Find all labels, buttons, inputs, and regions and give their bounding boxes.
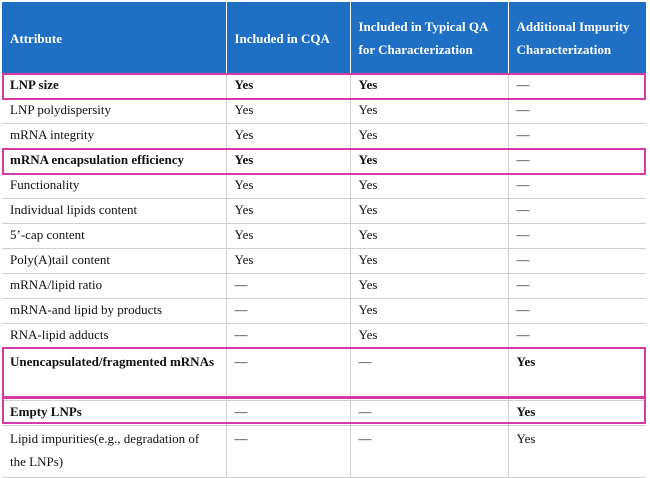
cell-cqa: Yes [226, 173, 351, 199]
cell-impurity: — [508, 298, 646, 324]
cell-impurity: — [508, 198, 646, 224]
header-attribute: Attribute [2, 2, 227, 74]
table-row: mRNA/lipid ratio — Yes — [2, 273, 646, 299]
cell-attribute: LNP size [2, 74, 227, 99]
header-impurity: Additional Impurity Characterization [508, 2, 646, 74]
cell-attribute: Lipid impurities(e.g., degradation of th… [2, 425, 227, 478]
header-cqa: Included in CQA [226, 2, 351, 74]
cell-cqa: — [226, 273, 351, 299]
cell-cqa: Yes [226, 198, 351, 224]
cell-cqa: Yes [226, 98, 351, 124]
cell-attribute: mRNA encapsulation efficiency [2, 148, 227, 174]
cell-qa: Yes [350, 323, 509, 349]
cell-qa: Yes [350, 223, 509, 249]
cell-qa: Yes [350, 173, 509, 199]
cell-attribute: Unencapsulated/fragmented mRNAs [2, 348, 227, 401]
table-row: Functionality Yes Yes — [2, 173, 646, 199]
cell-impurity: Yes [508, 400, 646, 426]
cell-impurity: — [508, 273, 646, 299]
cell-impurity: Yes [508, 348, 646, 401]
cell-cqa: — [226, 298, 351, 324]
cell-qa: — [350, 400, 509, 426]
cell-attribute: Individual lipids content [2, 198, 227, 224]
table-header-row: Attribute Included in CQA Included in Ty… [2, 2, 646, 74]
table-row: 5’-cap content Yes Yes — [2, 223, 646, 249]
cell-cqa: Yes [226, 248, 351, 274]
cell-impurity: — [508, 148, 646, 174]
table-row: mRNA integrity Yes Yes — [2, 123, 646, 149]
cell-cqa: Yes [226, 223, 351, 249]
table-row: LNP polydispersity Yes Yes — [2, 98, 646, 124]
cell-impurity: Yes [508, 425, 646, 478]
table-row: Empty LNPs — — Yes [2, 400, 646, 426]
cell-impurity: — [508, 74, 646, 99]
cell-qa: Yes [350, 74, 509, 99]
cell-qa: Yes [350, 123, 509, 149]
cell-attribute: mRNA integrity [2, 123, 227, 149]
cell-cqa: Yes [226, 148, 351, 174]
cell-impurity: — [508, 248, 646, 274]
cell-attribute: Empty LNPs [2, 400, 227, 426]
cell-qa: Yes [350, 98, 509, 124]
table-row: LNP size Yes Yes — [2, 74, 646, 99]
cell-impurity: — [508, 173, 646, 199]
cell-qa: Yes [350, 148, 509, 174]
table-row: Unencapsulated/fragmented mRNAs — — Yes [2, 348, 646, 401]
cell-impurity: — [508, 123, 646, 149]
cell-cqa: — [226, 323, 351, 349]
table-row: RNA-lipid adducts — Yes — [2, 323, 646, 349]
cell-attribute: Poly(A)tail content [2, 248, 227, 274]
cell-attribute: mRNA-and lipid by products [2, 298, 227, 324]
cell-attribute: Functionality [2, 173, 227, 199]
cell-attribute: 5’-cap content [2, 223, 227, 249]
cell-qa: Yes [350, 248, 509, 274]
cell-attribute: LNP polydispersity [2, 98, 227, 124]
cell-cqa: Yes [226, 123, 351, 149]
table-row: Lipid impurities(e.g., degradation of th… [2, 425, 646, 478]
cell-impurity: — [508, 98, 646, 124]
table-row: Poly(A)tail content Yes Yes — [2, 248, 646, 274]
cell-qa: Yes [350, 298, 509, 324]
table-row: mRNA-and lipid by products — Yes — [2, 298, 646, 324]
cell-impurity: — [508, 323, 646, 349]
cell-attribute: RNA-lipid adducts [2, 323, 227, 349]
cell-cqa: Yes [226, 74, 351, 99]
cell-cqa: — [226, 348, 351, 401]
cell-qa: — [350, 425, 509, 478]
cell-qa: Yes [350, 273, 509, 299]
cell-cqa: — [226, 400, 351, 426]
cell-cqa: — [226, 425, 351, 478]
table-row: Individual lipids content Yes Yes — [2, 198, 646, 224]
table-row: mRNA encapsulation efficiency Yes Yes — [2, 148, 646, 174]
cell-attribute: mRNA/lipid ratio [2, 273, 227, 299]
cell-qa: Yes [350, 198, 509, 224]
header-typical-qa: Included in Typical QA for Characterizat… [350, 2, 509, 74]
cell-qa: — [350, 348, 509, 401]
cell-impurity: — [508, 223, 646, 249]
